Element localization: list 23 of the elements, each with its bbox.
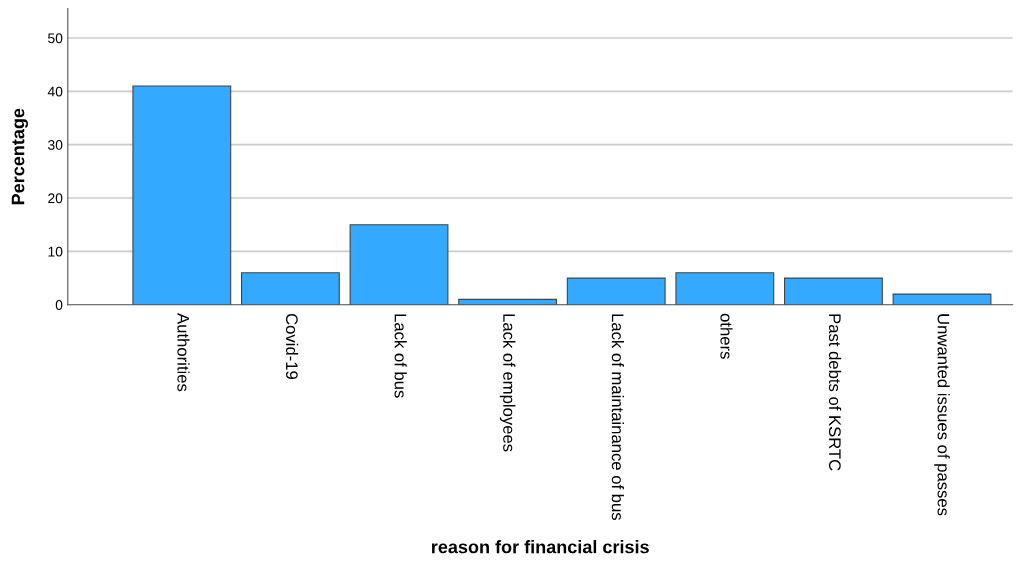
x-tick-label: Covid-19 [285,313,299,379]
bar [349,224,449,305]
bar [132,85,232,305]
y-tick-label: 40 [47,86,63,97]
x-tick-label: Authorities [177,313,190,392]
x-tick-label: Lack of bus [394,314,407,398]
y-tick-label: 50 [48,33,63,44]
x-tick-label: Unwanted issues of passes [934,314,950,516]
x-tick-label: Lack of maintainance of bus [611,314,624,521]
bar [784,277,883,305]
bar [566,277,666,305]
y-tick-label: 0 [55,300,63,310]
x-tick-label: Lack of employees [499,314,516,452]
x-tick-label: others [720,313,733,359]
y-tick-label: 30 [48,140,63,150]
x-tick-label: Past debts of KSRTC [828,314,842,471]
x-axis-title: reason for financial crisis [432,540,649,554]
bar [240,272,340,305]
bar [675,272,775,305]
bar [892,293,992,305]
y-axis-title: Percentage [11,108,29,205]
y-tick-label: 20 [48,193,63,204]
y-tick-label: 10 [48,246,63,257]
